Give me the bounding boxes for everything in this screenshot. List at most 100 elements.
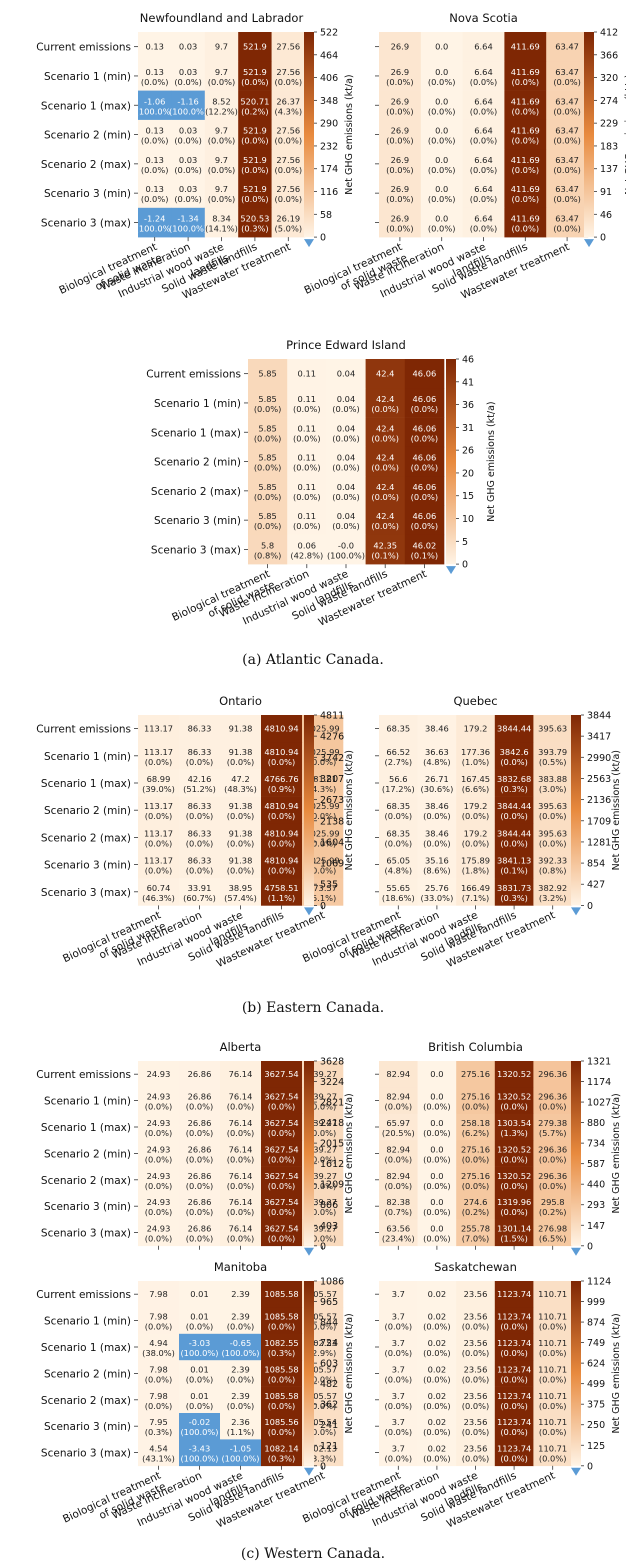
heatmap-cell [179,851,221,879]
heatmap-cell [404,505,445,536]
cell-value: 411.69 [511,213,540,223]
heatmap-cell [533,1193,573,1220]
cell-value: 3627.54 [264,1144,298,1154]
heatmap-cell [494,823,534,852]
heatmap-cell [138,1307,180,1335]
panel-title: Nova Scotia [449,11,518,25]
heatmap-cell [326,534,366,565]
colorbar-tick-label: 137 [600,164,618,175]
cell-value: 0.01 [190,1364,208,1374]
colorbar-tick-label: 2673 [320,795,344,806]
heatmap-cell [365,446,406,477]
cell-percent: (0.0%) [423,1128,451,1138]
cell-percent: (0.0%) [268,1322,296,1332]
cell-percent: (0.0%) [470,106,498,116]
cell-percent: (0.0%) [309,1401,337,1411]
heatmap-cell [417,1193,457,1220]
cell-value: 102.53 [308,1338,337,1348]
cell-percent: (0.0%) [141,194,169,204]
heatmap-cell [179,1360,221,1387]
heatmap-cell [456,1413,496,1440]
heatmap-cell [546,90,589,121]
cell-percent: (100.0%) [221,1454,259,1464]
panel-title: Saskatchewan [434,1260,517,1274]
heatmap-cell [420,32,463,62]
cell-value: 42.4 [376,511,394,521]
heatmap-cell [248,446,288,477]
cell-percent: (0.0%) [539,1401,567,1411]
cell-percent: (0.3%) [268,1348,296,1358]
heatmap-cell [326,505,366,536]
cell-value: -3.43 [189,1444,210,1454]
heatmap-cell [179,1307,221,1335]
cell-percent: (0.0%) [462,838,490,848]
y-tick-label: Scenario 3 (max) [41,1228,131,1240]
cell-percent: (0.0%) [500,1454,528,1464]
cell-value: 26.86 [188,1069,212,1079]
heatmap-cell [138,769,180,797]
cell-value: 26.37 [276,96,300,106]
cell-percent: (0.0%) [512,106,540,116]
cell-percent: (0.0%) [208,194,236,204]
colorbar-extend-arrow [446,566,456,575]
cell-percent: (0.0%) [371,404,399,414]
cell-percent: (51.2%) [183,784,216,794]
cell-percent: (17.2%) [382,784,415,794]
cell-value: 82.94 [386,1092,410,1102]
heatmap-cell [287,417,327,448]
heatmap-cell [138,823,180,852]
cell-value: 411.69 [511,155,540,165]
colorbar-tick-label: 440 [587,1180,605,1191]
colorbar-tick-label: 1321 [587,1057,611,1068]
cell-value: 27.56 [276,42,300,52]
cell-value: 26.9 [391,96,409,106]
cell-value: 86.33 [188,856,212,866]
cell-value: 91.38 [229,747,253,757]
heatmap-cell [417,796,457,825]
cell-value: 395.63 [538,724,567,734]
heatmap-cell [220,1219,262,1247]
cell-value: 63.47 [555,155,579,165]
heatmap-cell [138,119,172,150]
cell-percent: (0.0%) [500,1427,528,1437]
cell-percent: (0.0%) [500,1348,528,1358]
colorbar-tick-label: 0 [587,1241,593,1252]
heatmap-cell [456,1307,496,1335]
cell-percent: (0.0%) [462,1181,490,1191]
cell-value: 0.0 [435,67,448,77]
cell-value: -0.65 [230,1338,251,1348]
cell-percent: (30.6%) [420,784,453,794]
heatmap-cell [220,1166,262,1194]
heatmap-cell [261,742,303,770]
cell-percent: (0.0%) [227,866,255,876]
heatmap-cell [138,796,180,825]
cell-value: 0.01 [190,1391,208,1401]
heatmap-cell [179,1439,221,1467]
heatmap-cell [287,476,327,506]
cell-percent: (0.0%) [385,1454,413,1464]
cell-value: 3.7 [392,1338,405,1348]
heatmap-cell [179,1166,221,1194]
cell-value: 1082.14 [264,1444,298,1454]
heatmap-cell [238,178,272,209]
cell-percent: (0.0%) [332,404,360,414]
cell-value: 82.94 [386,1171,410,1181]
cell-percent: (6.5%) [539,1234,567,1244]
heatmap-cell [417,1307,457,1335]
cell-percent: (0.0%) [293,521,321,531]
heatmap-cell [533,1140,573,1167]
heatmap-cell [261,1113,303,1141]
heatmap-cell [179,796,221,825]
caption-eastern: (b) Eastern Canada. [241,1000,385,1016]
cell-value: 2.39 [231,1289,249,1299]
cell-percent: (4.3%) [275,106,303,116]
cell-percent: (0.0%) [141,165,169,175]
cell-value: 439.27 [308,1144,337,1154]
cell-percent: (1.5%) [500,1234,528,1244]
cell-value: 26.9 [391,184,409,194]
cell-percent: (0.0%) [539,1181,567,1191]
cell-percent: (4.3%) [309,784,337,794]
cell-percent: (0.0%) [227,1181,255,1191]
cell-percent: (5.7%) [539,1128,567,1138]
